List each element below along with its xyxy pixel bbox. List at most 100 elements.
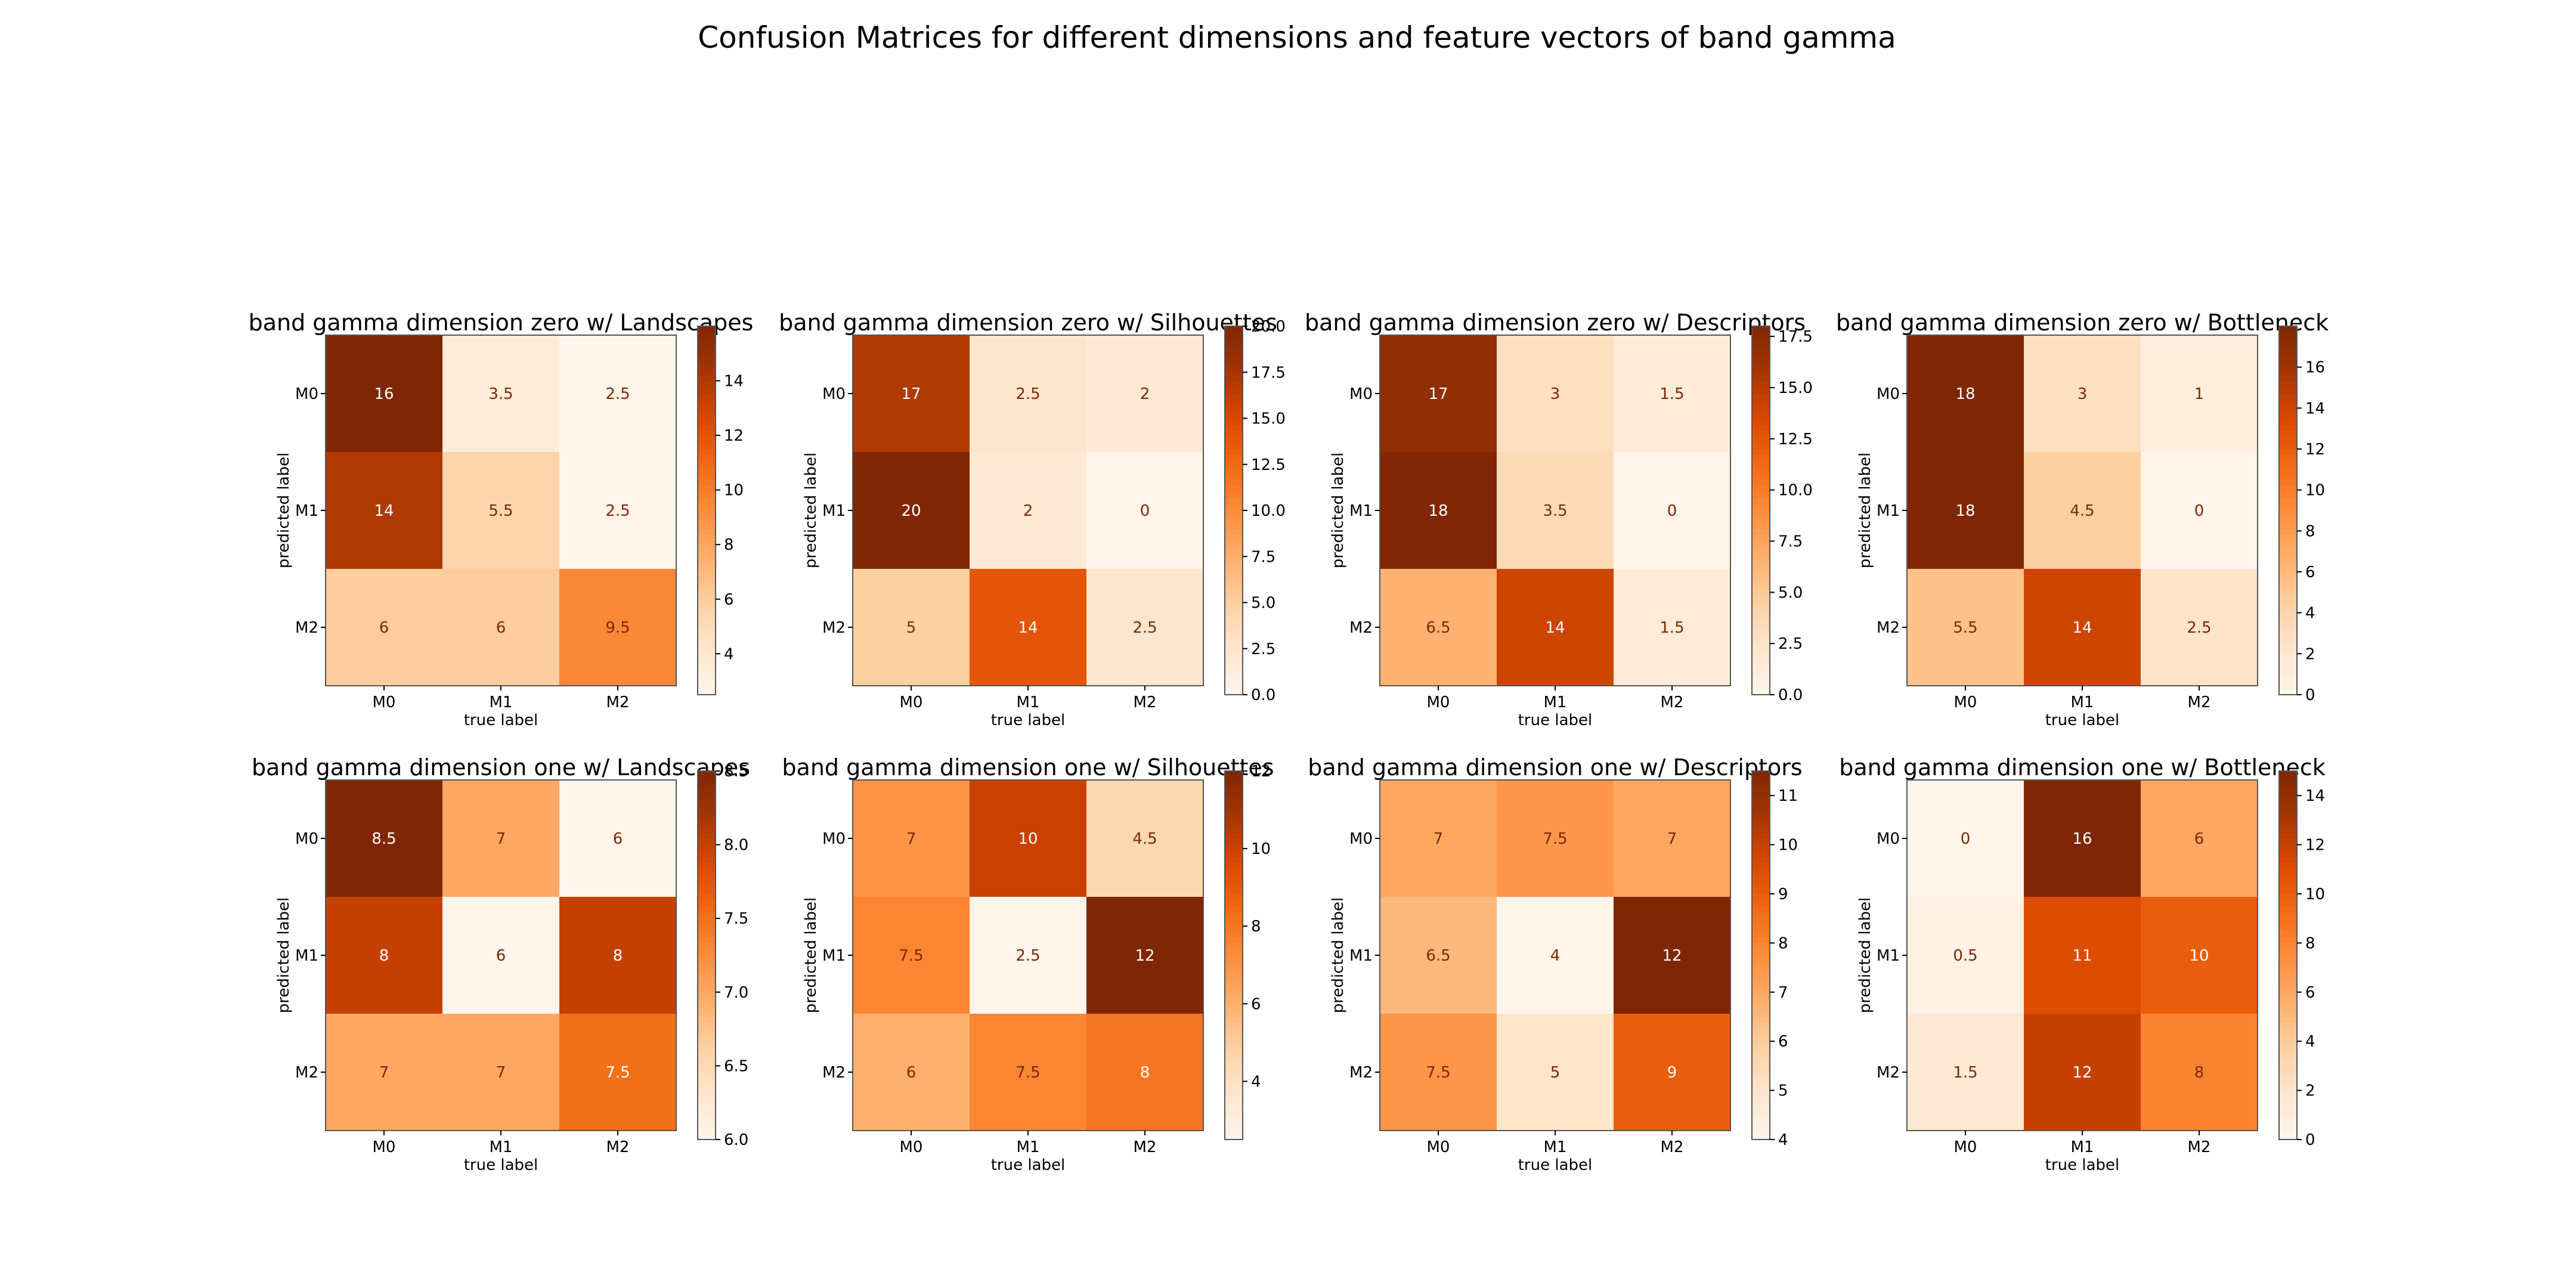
colorbar-segment — [698, 955, 716, 962]
colorbar-segment — [1752, 688, 1770, 695]
colorbar-segment — [1752, 344, 1770, 351]
heatmap-cell — [853, 452, 970, 569]
colorbar-segment — [698, 937, 716, 944]
colorbar-segment — [698, 651, 716, 658]
heatmap-panel-4: band gamma dimension zero w/ Bottleneck 1… — [1836, 309, 2329, 729]
colorbar-segment — [1225, 807, 1243, 815]
colorbar-segment — [698, 1029, 716, 1036]
colorbar-segment — [698, 467, 716, 474]
colorbar-segment — [1752, 1047, 1770, 1054]
x-tick-label: M0 — [1954, 693, 1977, 711]
colorbar-segment — [1752, 875, 1770, 883]
cell-value-label: 0 — [2194, 502, 2205, 520]
heatmap-cell — [2024, 569, 2141, 686]
colorbar-segment — [1752, 332, 1770, 339]
colorbar-segment — [1225, 1035, 1243, 1042]
colorbar-segment — [698, 795, 716, 803]
colorbar-segment — [1752, 565, 1770, 572]
colorbar-segment — [1752, 992, 1770, 999]
colorbar-segment — [698, 1078, 716, 1085]
heatmap-cell — [442, 780, 559, 897]
colorbar-segment — [1752, 826, 1770, 833]
colorbar-segment — [2279, 645, 2297, 652]
colorbar-segment — [1225, 553, 1243, 561]
heatmap-panel-2: band gamma dimension zero w/ Silhouettes… — [779, 309, 1286, 729]
colorbar-segment — [2279, 930, 2297, 937]
colorbar-segment — [2279, 670, 2297, 677]
colorbar-segment — [2279, 405, 2297, 413]
colorbar-segment — [1225, 869, 1243, 876]
colorbar-segment — [2279, 992, 2297, 999]
colorbar-segment — [1752, 1103, 1770, 1110]
colorbar-segment — [2279, 1103, 2297, 1110]
colorbar-segment — [698, 479, 716, 487]
colorbar-segment — [1225, 1053, 1243, 1060]
colorbar-segment — [698, 688, 716, 695]
colorbar-segment — [1752, 357, 1770, 364]
colorbar-segment — [1752, 602, 1770, 609]
colorbar-segment — [1225, 887, 1243, 894]
y-tick-label: M2 — [1877, 1064, 1900, 1082]
colorbar-segment — [2279, 998, 2297, 1005]
colorbar-segment — [2279, 1096, 2297, 1103]
colorbar-segment — [1225, 820, 1243, 827]
heatmap-cell — [1380, 897, 1497, 1014]
colorbar-segment — [2279, 516, 2297, 524]
colorbar-tick-label: 4 — [2305, 605, 2315, 623]
colorbar-segment — [698, 572, 716, 579]
colorbar-tick-label: 7.5 — [1778, 533, 1803, 551]
colorbar-segment — [1225, 670, 1243, 677]
colorbar-segment — [1752, 645, 1770, 652]
panel-title: band gamma dimension one w/ Silhouettes — [782, 754, 1274, 781]
colorbar-segment — [1752, 887, 1770, 894]
x-axis-label: true label — [2045, 1156, 2120, 1174]
colorbar-tick-label: 6 — [1251, 995, 1261, 1013]
heatmap-cell — [1380, 569, 1497, 686]
colorbar-segment — [2279, 510, 2297, 518]
cell-value-label: 12 — [2072, 1064, 2092, 1082]
y-axis-label: predicted label — [275, 897, 293, 1013]
cell-value-label: 8.5 — [371, 830, 396, 848]
heatmap-cell — [2024, 1014, 2141, 1131]
colorbar-segment — [1225, 801, 1243, 809]
colorbar-segment — [1225, 1060, 1243, 1067]
colorbar-segment — [1225, 363, 1243, 370]
colorbar-segment — [1225, 381, 1243, 388]
y-axis-label: predicted label — [802, 453, 820, 568]
colorbar-segment — [1225, 510, 1243, 518]
colorbar-tick-label: 14 — [724, 373, 744, 391]
x-axis-label: true label — [2045, 711, 2120, 729]
colorbar-segment — [1225, 1114, 1243, 1122]
heatmap-cell — [1497, 780, 1614, 897]
colorbar-segment — [698, 1103, 716, 1110]
colorbar-segment — [2279, 789, 2297, 796]
y-axis-label: predicted label — [1329, 453, 1347, 568]
colorbar-segment — [1752, 559, 1770, 566]
heatmap-cell — [1380, 452, 1497, 569]
colorbar-segment — [2279, 479, 2297, 487]
colorbar-segment — [698, 375, 716, 382]
cell-value-label: 6.5 — [1426, 619, 1450, 637]
colorbar-segment — [1225, 777, 1243, 784]
colorbar-tick-label: 7.5 — [724, 910, 748, 928]
y-tick-label: M1 — [1877, 947, 1900, 965]
colorbar-segment — [1752, 900, 1770, 907]
colorbar-segment — [1225, 875, 1243, 883]
colorbar-segment — [2279, 875, 2297, 883]
cell-value-label: 14 — [1018, 619, 1038, 637]
colorbar-segment — [698, 492, 716, 499]
cell-value-label: 7.5 — [899, 947, 923, 965]
colorbar-segment — [1752, 541, 1770, 548]
panels: band gamma dimension zero w/ Landscapes 1… — [249, 309, 2329, 1174]
colorbar-segment — [1225, 572, 1243, 579]
colorbar-segment — [2279, 688, 2297, 695]
colorbar-segment — [1225, 473, 1243, 481]
colorbar-segment — [698, 528, 716, 535]
colorbar-segment — [2279, 326, 2297, 333]
colorbar-segment — [698, 596, 716, 603]
colorbar-tick-label: 6 — [724, 591, 734, 609]
colorbar-segment — [1752, 1133, 1770, 1140]
colorbar-segment — [1752, 949, 1770, 956]
colorbar-segment — [1752, 1010, 1770, 1017]
y-tick-label: M2 — [822, 619, 846, 637]
